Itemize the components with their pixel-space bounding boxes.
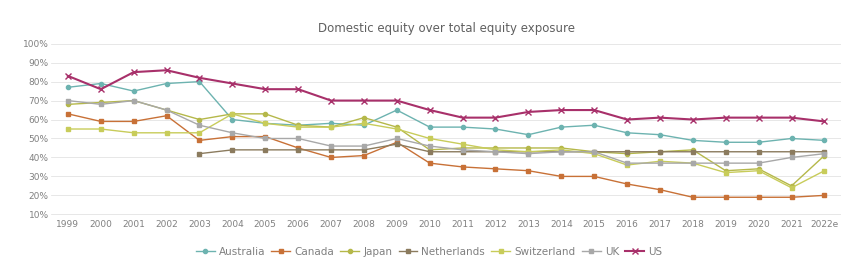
Title: Domestic equity over total equity exposure: Domestic equity over total equity exposu… (317, 22, 575, 35)
Legend: Australia, Canada, Japan, Netherlands, Switzerland, UK, US: Australia, Canada, Japan, Netherlands, S… (191, 242, 667, 261)
